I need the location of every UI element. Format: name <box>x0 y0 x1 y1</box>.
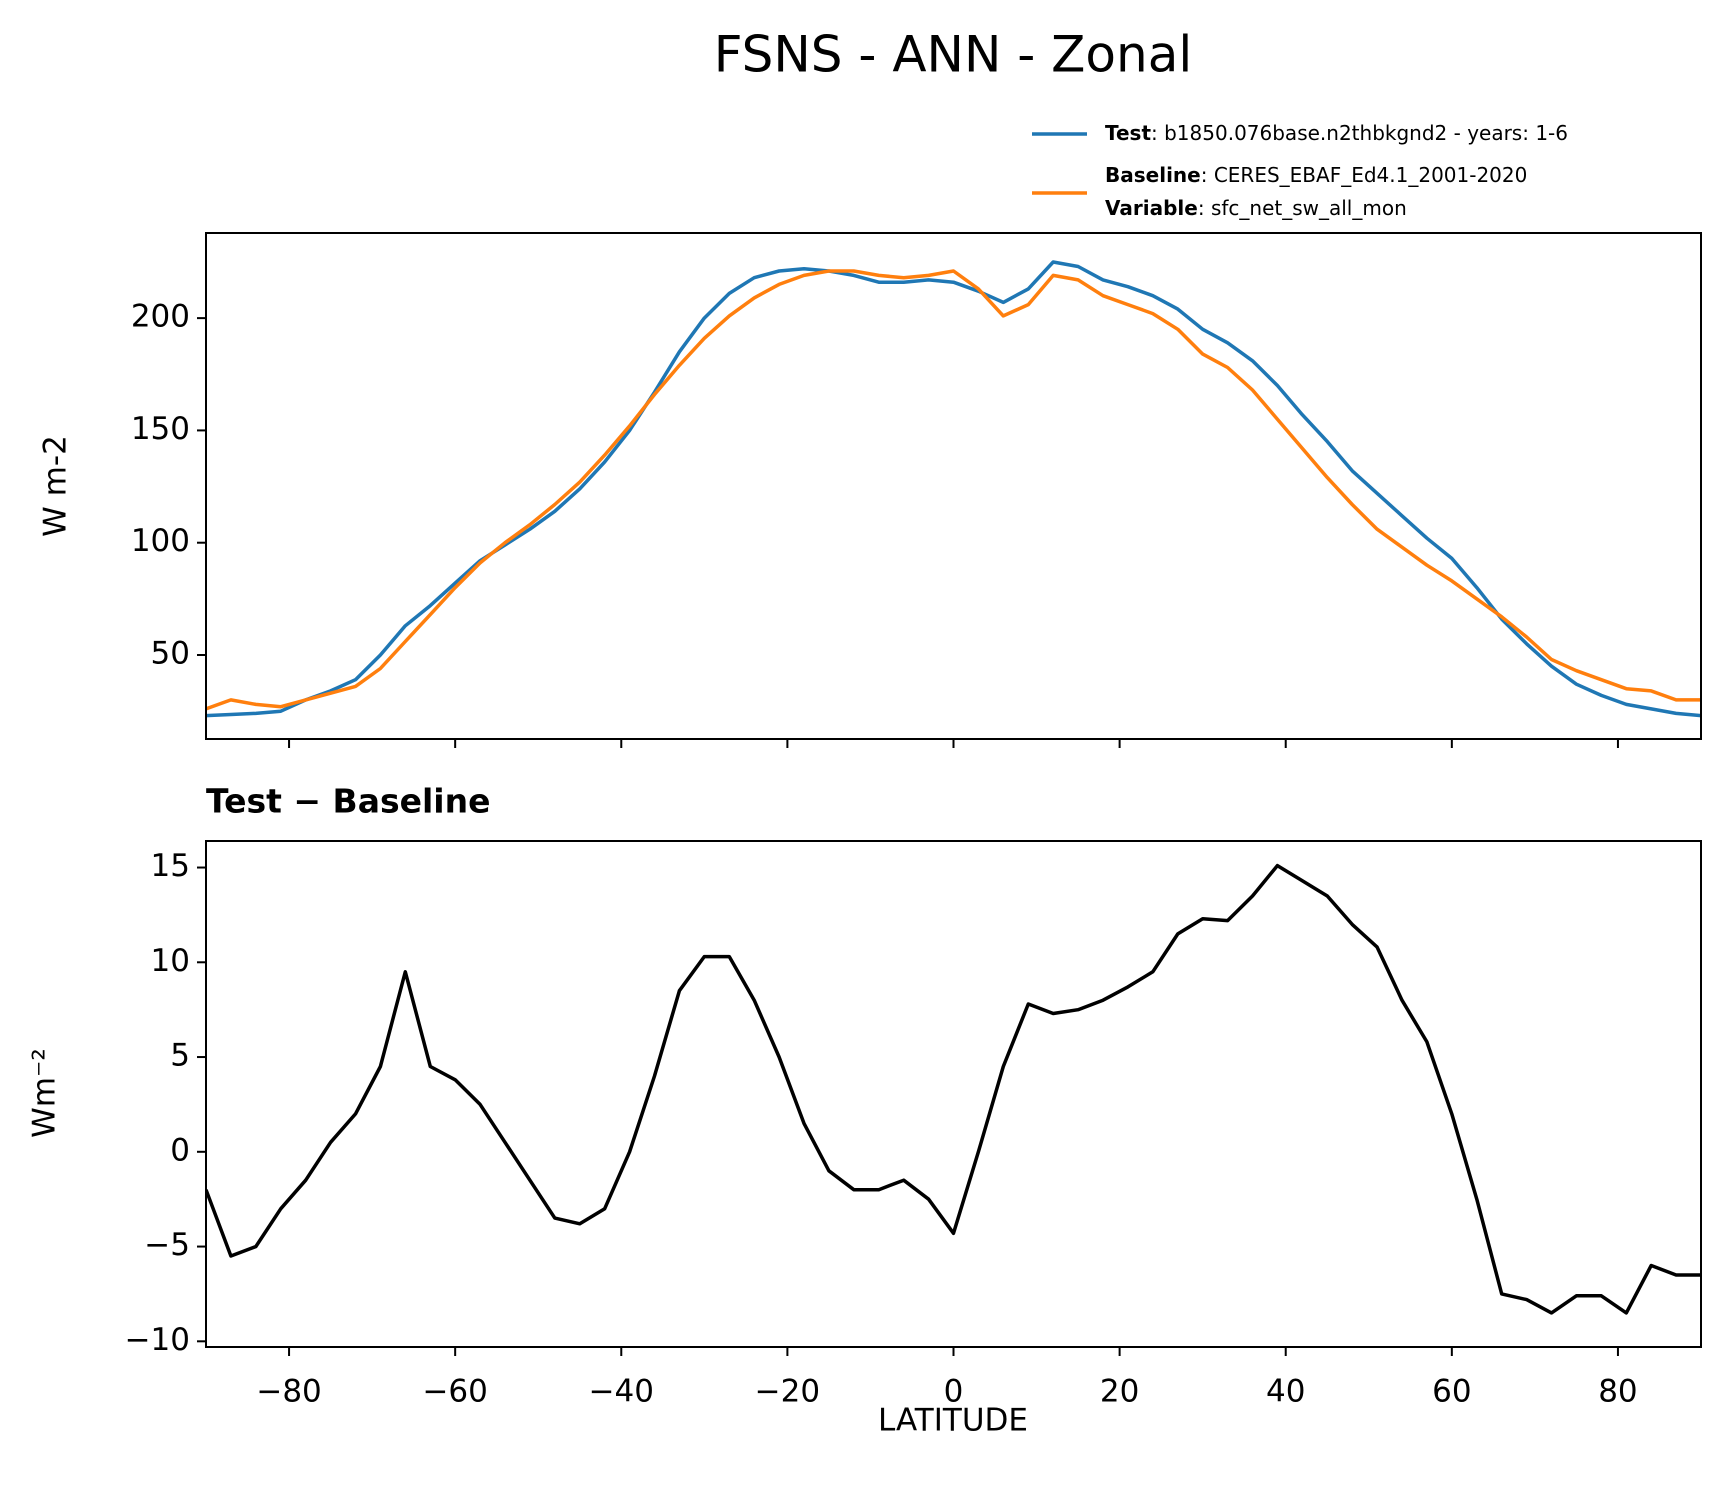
y-tick-label: 5 <box>170 1038 190 1074</box>
plot-area <box>206 863 1701 1315</box>
legend-label: : sfc_net_sw_all_mon <box>1198 196 1407 220</box>
x-tick-label: −80 <box>256 1374 321 1410</box>
x-tick-label: 40 <box>1266 1374 1305 1410</box>
x-tick-label: 60 <box>1432 1374 1471 1410</box>
x-tick-label: −20 <box>755 1374 820 1410</box>
legend-label: : CERES_EBAF_Ed4.1_2001-2020 <box>1201 163 1528 187</box>
legend-name: Variable <box>1105 196 1198 220</box>
panel-title: Test − Baseline <box>206 782 491 821</box>
legend-entry: Test: b1850.076base.n2thbkgnd2 - years: … <box>1105 121 1568 145</box>
data-line <box>206 260 1701 718</box>
legend-entry: Baseline: CERES_EBAF_Ed4.1_2001-2020 <box>1105 163 1527 187</box>
data-line <box>206 863 1701 1315</box>
y-tick-label: 50 <box>151 636 190 672</box>
y-tick-label: 200 <box>131 299 190 335</box>
x-tick-label: 20 <box>1100 1374 1139 1410</box>
y-tick-label: 0 <box>170 1132 190 1168</box>
data-line <box>206 269 1701 711</box>
x-tick-label: 0 <box>944 1374 964 1410</box>
y-tick-label: −10 <box>125 1322 190 1358</box>
y-tick-label: 10 <box>151 943 190 979</box>
y-tick-label: 100 <box>131 523 190 559</box>
figure-title: FSNS - ANN - Zonal <box>714 26 1193 84</box>
y-tick-label: −5 <box>144 1227 190 1263</box>
x-axis-label: LATITUDE <box>878 1403 1028 1439</box>
x-tick-label: −60 <box>422 1374 487 1410</box>
y-axis-label: W m-2 <box>38 435 74 537</box>
x-tick-label: 80 <box>1598 1374 1637 1410</box>
legend-label: : b1850.076base.n2thbkgnd2 - years: 1-6 <box>1151 121 1568 145</box>
legend-entry: Variable: sfc_net_sw_all_mon <box>1105 196 1407 220</box>
legend-name: Baseline <box>1105 163 1201 187</box>
x-tick-label: −40 <box>589 1374 654 1410</box>
plot-area <box>206 260 1701 718</box>
y-axis-label: Wm⁻² <box>27 1048 63 1138</box>
y-tick-label: 150 <box>131 411 190 447</box>
y-tick-label: 15 <box>151 848 190 884</box>
legend-name: Test <box>1105 121 1151 145</box>
